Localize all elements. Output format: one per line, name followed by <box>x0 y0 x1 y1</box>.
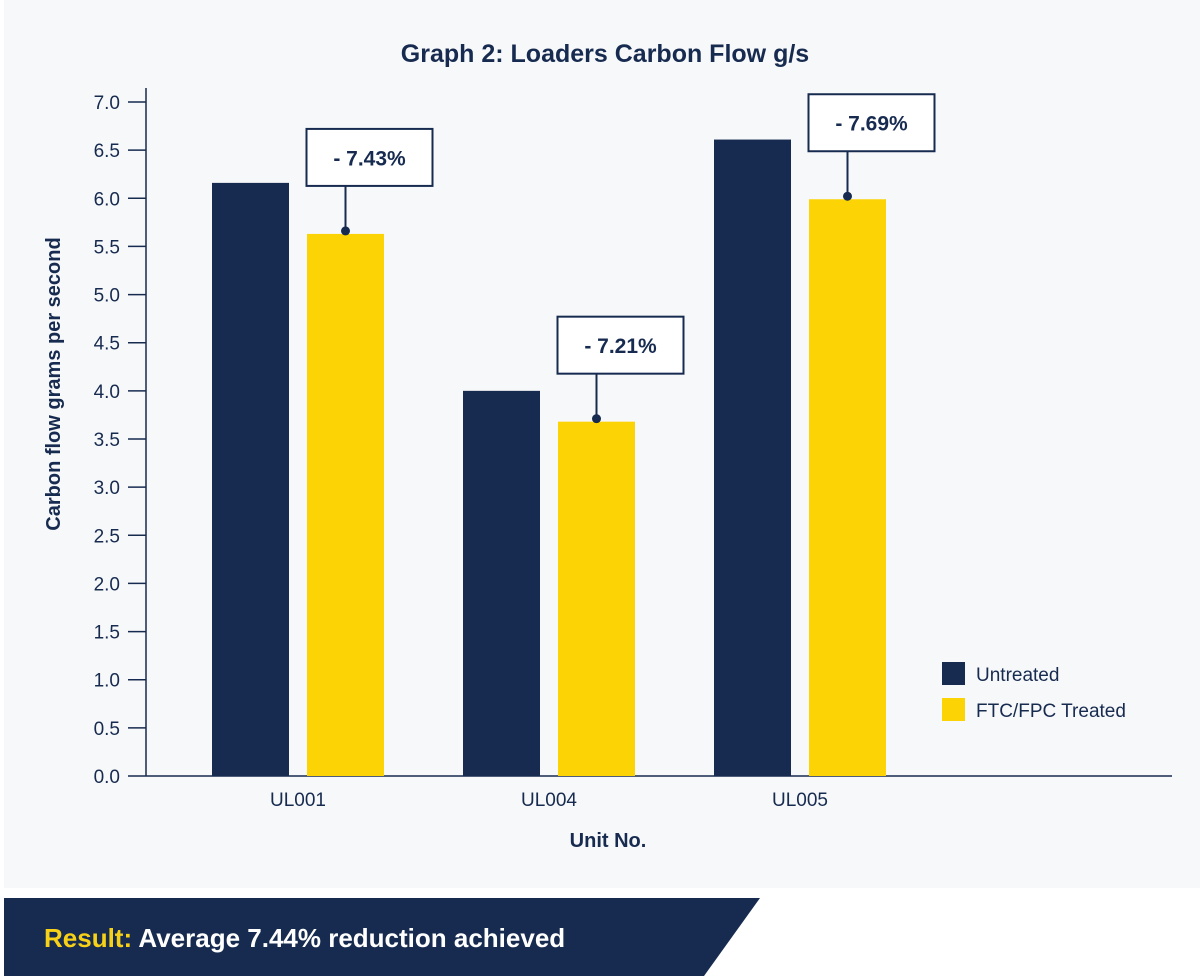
annotation-label: - 7.43% <box>333 147 406 170</box>
result-value: Average 7.44% reduction achieved <box>138 923 566 953</box>
legend-label: Untreated <box>976 665 1059 686</box>
x-tick-label: UL001 <box>270 790 326 811</box>
bar-ul001-untreated <box>212 182 289 776</box>
chart-title: Graph 2: Loaders Carbon Flow g/s <box>401 40 809 68</box>
y-tick-label: 2.0 <box>94 574 120 595</box>
legend-swatch <box>942 698 965 721</box>
y-tick-label: 1.0 <box>94 671 120 692</box>
annotation-dot <box>843 191 852 201</box>
bar-ul005-untreated <box>714 139 791 777</box>
bar-ul005-treated <box>809 199 886 777</box>
y-tick-label: 5.5 <box>94 237 120 258</box>
y-tick-label: 1.5 <box>94 623 120 644</box>
result-text: Result: Average 7.44% reduction achieved <box>44 923 565 954</box>
annotation-dot <box>592 414 601 424</box>
y-tick-label: 7.0 <box>94 93 120 114</box>
y-axis-label: Carbon flow grams per second <box>43 237 65 530</box>
y-tick-label: 0.0 <box>94 767 120 788</box>
legend-swatch <box>942 662 965 685</box>
y-tick-label: 4.5 <box>94 334 120 355</box>
y-tick-label: 6.5 <box>94 141 120 162</box>
x-axis-label: Unit No. <box>570 830 647 852</box>
annotation-label: - 7.69% <box>835 113 908 136</box>
x-tick-label: UL005 <box>772 790 828 811</box>
x-tick-label: UL004 <box>521 790 577 811</box>
banner-shape <box>4 898 760 976</box>
bar-chart: Graph 2: Loaders Carbon Flow g/s Carbon … <box>43 40 1172 852</box>
annotation-dot <box>341 226 350 236</box>
bar-ul001-treated <box>307 233 384 776</box>
y-tick-label: 3.5 <box>94 430 120 451</box>
bar-ul004-untreated <box>463 390 540 776</box>
y-tick-label: 2.5 <box>94 526 120 547</box>
y-tick-label: 6.0 <box>94 189 120 210</box>
annotation-box <box>556 315 685 375</box>
y-tick-label: 3.0 <box>94 478 120 499</box>
annotation-label: - 7.21% <box>584 335 657 358</box>
result-banner <box>4 898 760 976</box>
y-tick-label: 5.0 <box>94 286 120 307</box>
y-tick-label: 0.5 <box>94 719 120 740</box>
annotation-box <box>807 93 936 153</box>
result-label: Result: <box>44 923 133 953</box>
annotation-box <box>305 127 434 187</box>
y-tick-label: 4.0 <box>94 382 120 403</box>
bar-ul004-treated <box>558 421 635 776</box>
legend-label: FTC/FPC Treated <box>976 701 1126 722</box>
